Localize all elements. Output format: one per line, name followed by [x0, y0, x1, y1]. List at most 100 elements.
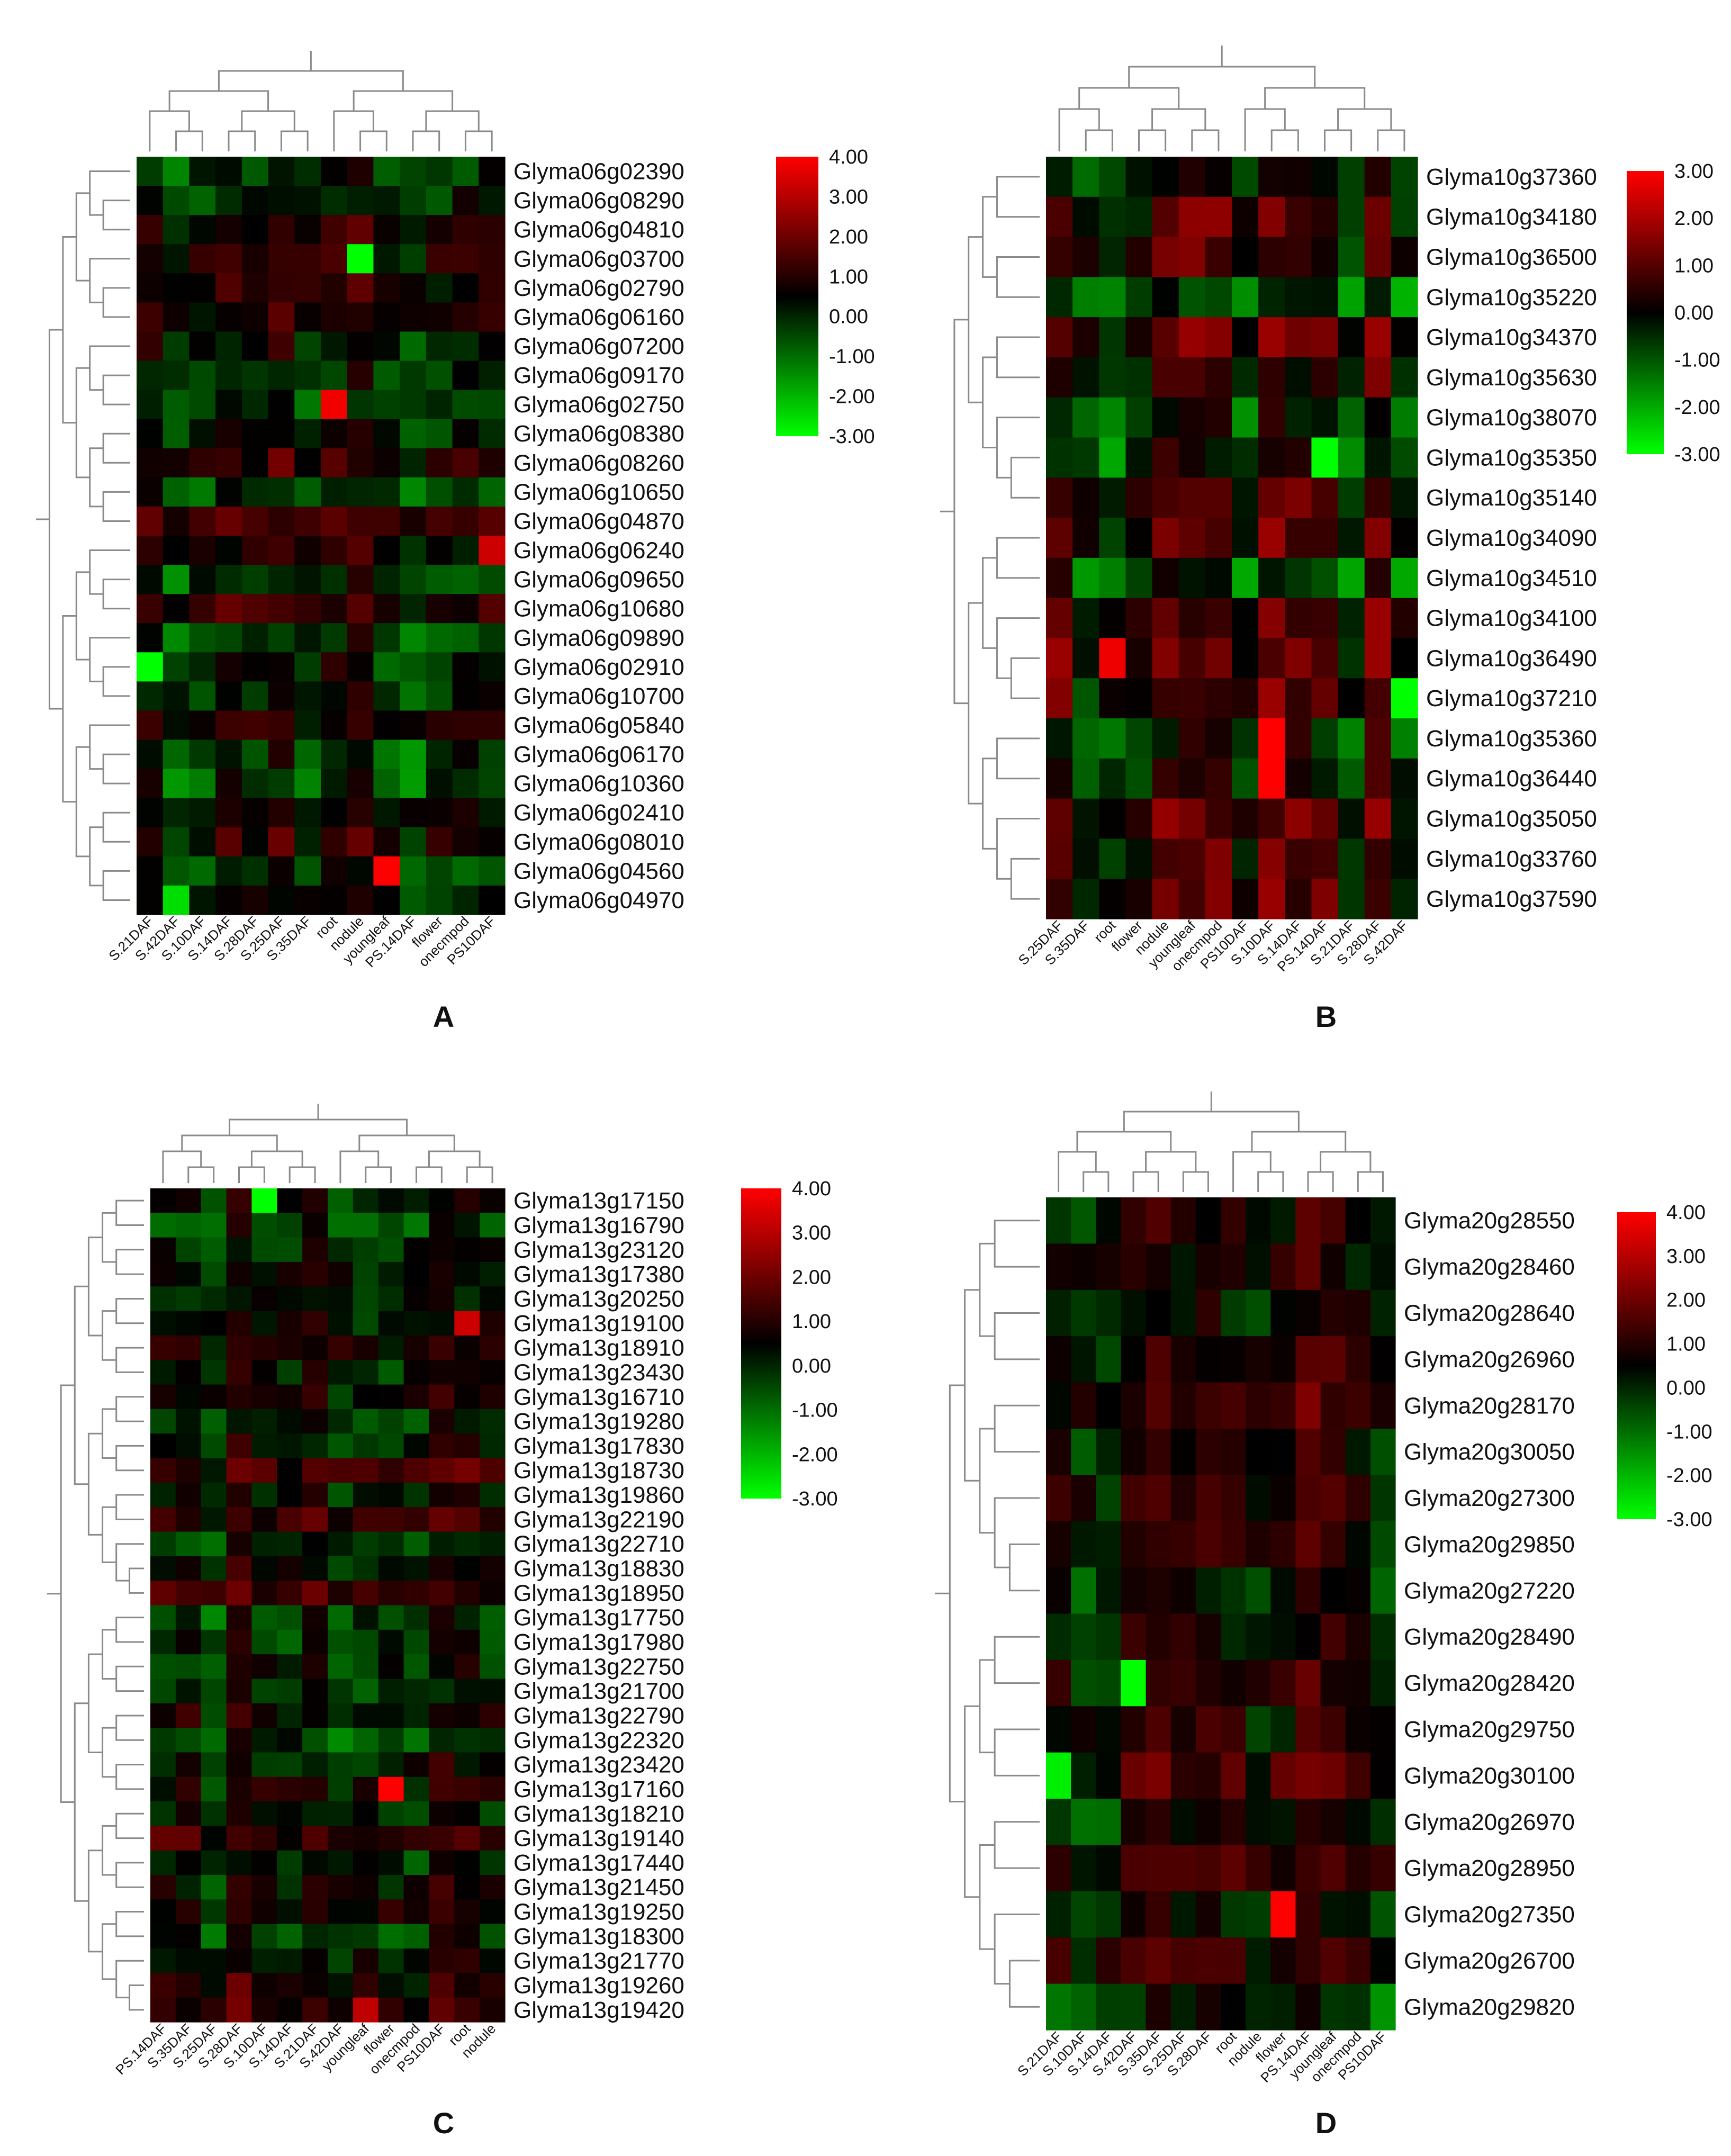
heatmap-cell: [189, 827, 216, 857]
heatmap-cell: [429, 1188, 455, 1213]
heatmap-cell: [277, 1237, 303, 1262]
heatmap-cell: [302, 1850, 328, 1875]
heatmap-cell: [137, 157, 164, 186]
heatmap-cell: [1099, 317, 1126, 358]
heatmap-cell: [403, 1482, 430, 1508]
heatmap-cell: [294, 856, 321, 886]
heatmap-cell: [1320, 1521, 1346, 1568]
heatmap-cell: [1295, 1521, 1321, 1568]
heatmap-cell: [426, 273, 453, 303]
heatmap-cell: [1121, 1613, 1147, 1661]
heatmap-cell: [1364, 357, 1392, 398]
legend-tick-label: -2.00: [792, 1444, 838, 1466]
heatmap-panel-a: Glyma06g02390Glyma06g08290Glyma06g04810G…: [36, 51, 875, 1033]
heatmap-cell: [189, 419, 216, 449]
heatmap-cell: [215, 652, 242, 682]
heatmap-cell: [1285, 758, 1312, 799]
heatmap-cell: [1071, 1475, 1096, 1522]
heatmap-cell: [302, 1237, 328, 1262]
heatmap-cell: [347, 215, 374, 245]
heatmap-cell: [1096, 1613, 1122, 1661]
heatmap-cell: [347, 565, 374, 594]
heatmap-cell: [480, 1311, 506, 1336]
row-dendrogram-branch: [994, 1636, 1040, 1684]
gene-row-label: Glyma13g23120: [513, 1237, 684, 1263]
heatmap-cell: [1285, 879, 1312, 919]
heatmap-cell: [480, 1973, 506, 1998]
heatmap-cell: [1178, 277, 1206, 318]
heatmap-cell: [137, 594, 164, 624]
heatmap-cell: [201, 1654, 227, 1680]
heatmap-cell: [1285, 317, 1312, 358]
heatmap-cell: [1121, 1706, 1147, 1753]
gene-row-label: Glyma20g27350: [1404, 1902, 1575, 1928]
heatmap-cell: [1338, 277, 1365, 318]
heatmap-cell: [1338, 477, 1365, 518]
heatmap-cell: [1178, 477, 1206, 518]
heatmap-cell: [353, 1605, 379, 1630]
row-dendrogram-branch: [996, 417, 1040, 479]
heatmap-cell: [302, 1875, 328, 1900]
heatmap-cell: [400, 390, 427, 420]
heatmap-cell: [321, 885, 348, 915]
heatmap-cell: [294, 798, 321, 828]
heatmap-cell: [1270, 1428, 1296, 1475]
heatmap-cell: [163, 273, 190, 303]
heatmap-cell: [328, 1875, 354, 1900]
heatmap-cell: [353, 1237, 379, 1262]
heatmap-cell: [1311, 879, 1339, 919]
heatmap-cell: [175, 1973, 202, 1998]
heatmap-cell: [1370, 1521, 1396, 1568]
heatmap-cell: [1246, 1243, 1271, 1291]
heatmap-cell: [1320, 1289, 1346, 1337]
heatmap-cell: [426, 215, 453, 245]
heatmap-cell: [1205, 157, 1232, 197]
heatmap-cell: [268, 536, 295, 565]
row-dendrogram-branch: [102, 1212, 116, 1263]
heatmap-cell: [1046, 598, 1073, 639]
heatmap-cell: [226, 1973, 253, 1998]
heatmap-cell: [1071, 1567, 1096, 1614]
heatmap-cell: [268, 856, 295, 886]
heatmap-cell: [163, 739, 190, 770]
gene-row-label: Glyma20g28460: [1404, 1254, 1575, 1280]
heatmap-cell: [251, 1409, 277, 1434]
heatmap-cell: [1246, 1197, 1271, 1244]
heatmap-cell: [277, 1213, 303, 1238]
heatmap-cell: [251, 1752, 277, 1778]
heatmap-cell: [1096, 1799, 1122, 1846]
heatmap-cell: [1121, 1475, 1147, 1522]
heatmap-cell: [1370, 1891, 1396, 1938]
heatmap-cell: [454, 1433, 480, 1459]
heatmap-cell: [1121, 1937, 1147, 1984]
heatmap-cell: [226, 1581, 253, 1606]
heatmap-cell: [1152, 879, 1179, 919]
heatmap-cell: [1270, 1613, 1296, 1661]
heatmap-cell: [1345, 1706, 1371, 1753]
heatmap-cell: [454, 1360, 480, 1385]
column-dendrogram-branch: [250, 1150, 303, 1167]
heatmap-cell: [479, 594, 506, 624]
heatmap-cell: [1285, 638, 1312, 679]
heatmap-cell: [1311, 277, 1339, 318]
heatmap-cell: [1178, 798, 1206, 840]
heatmap-cell: [1071, 1243, 1096, 1291]
heatmap-cell: [226, 1629, 253, 1655]
heatmap-cell: [1170, 1521, 1196, 1568]
heatmap-cell: [1071, 1983, 1096, 2031]
heatmap-cell: [175, 1556, 202, 1581]
heatmap-cell: [150, 1360, 176, 1385]
heatmap-cell: [403, 1360, 430, 1385]
heatmap-cell: [1270, 1243, 1296, 1291]
heatmap-cell: [1071, 1336, 1096, 1383]
heatmap-cell: [1258, 397, 1285, 438]
gene-row-label: Glyma10g34370: [1426, 324, 1597, 350]
heatmap-cell: [1121, 1336, 1147, 1383]
heatmap-cell: [251, 1948, 277, 1973]
heatmap-cell: [429, 1458, 455, 1483]
heatmap-cell: [1232, 838, 1259, 879]
heatmap-cell: [373, 360, 400, 391]
row-dendrogram-branch: [89, 826, 104, 887]
heatmap-cell: [268, 652, 295, 682]
gene-row-label: Glyma10g35220: [1426, 284, 1597, 310]
